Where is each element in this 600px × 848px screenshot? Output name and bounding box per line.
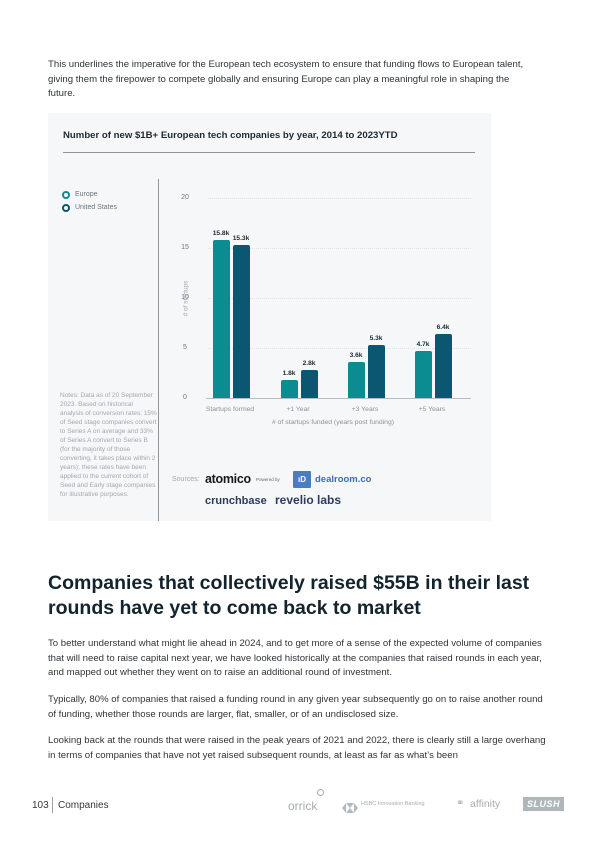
bar-value-label: 3.6k <box>349 352 363 359</box>
dealroom-icon: ıD <box>293 471 311 488</box>
powered-by-text: Powered by <box>256 477 280 482</box>
affinity-icon: ⚭ <box>456 798 465 809</box>
bar-europe-startups-formed <box>213 240 230 398</box>
gridline <box>208 348 471 349</box>
y-tick: 0 <box>183 394 187 401</box>
dealroom-logo: dealroom.co <box>315 474 372 485</box>
gridline <box>208 248 471 249</box>
bar-value-label: 2.8k <box>302 360 316 367</box>
chart-legend: Europe United States <box>62 188 117 214</box>
bar-value-label: 1.8k <box>282 370 296 377</box>
hsbc-logo: HSBC Innovation Banking <box>361 801 425 807</box>
bar-value-label: 6.4k <box>436 324 450 331</box>
intro-paragraph: This underlines the imperative for the E… <box>48 59 524 100</box>
bar-europe-5-years <box>415 351 432 398</box>
x-axis-baseline <box>206 398 471 399</box>
x-tick: +1 Year <box>286 406 310 413</box>
bar-value-label: 5.3k <box>369 335 383 342</box>
vertical-divider <box>158 179 159 521</box>
footer-separator <box>52 797 53 813</box>
hsbc-hexagon-icon <box>342 800 358 813</box>
y-tick: 20 <box>181 194 189 201</box>
bar-us-5-years <box>435 334 452 398</box>
footer-section-name: Companies <box>58 800 109 811</box>
body-paragraph: To better understand what might lie ahea… <box>48 638 542 679</box>
bar-us-startups-formed <box>233 245 250 398</box>
revelio-labs-logo: revelio labs <box>275 493 342 507</box>
legend-marker-icon <box>62 203 70 212</box>
x-axis-label: # of startups funded (years post funding… <box>271 419 395 426</box>
atomico-logo: atomico <box>205 472 251 486</box>
crunchbase-logo: crunchbase <box>205 495 267 507</box>
x-tick: Startups formed <box>205 406 255 413</box>
orrick-logo: orrick <box>288 799 318 813</box>
bar-us-3-years <box>368 345 385 398</box>
y-tick: 15 <box>181 244 189 251</box>
bar-europe-1-year <box>281 380 298 398</box>
bar-value-label: 15.8k <box>212 230 230 237</box>
page-number: 103 <box>32 800 49 811</box>
x-tick: +3 Years <box>351 406 379 413</box>
body-paragraph: Looking back at the rounds that were rai… <box>48 735 546 761</box>
legend-label: United States <box>75 204 118 211</box>
affinity-logo: affinity <box>470 798 501 810</box>
gridline <box>208 298 471 299</box>
y-axis-label: # of startups <box>182 280 190 317</box>
bar-chart: 20 15 10 5 0 # of startups 15.8k 15.3k 1… <box>158 179 491 479</box>
bar-value-label: 4.7k <box>416 341 430 348</box>
title-divider <box>63 152 475 153</box>
legend-item-united-states: United States <box>62 201 117 214</box>
bar-us-1-year <box>301 370 318 398</box>
chart-panel: Number of new $1B+ European tech compani… <box>48 113 491 521</box>
legend-label: Europe <box>75 191 98 198</box>
bar-europe-3-years <box>348 362 365 398</box>
orrick-circle-icon <box>317 789 324 796</box>
x-tick: +5 Years <box>418 406 446 413</box>
legend-item-europe: Europe <box>62 188 117 201</box>
y-tick: 10 <box>181 294 189 301</box>
y-tick: 5 <box>183 344 187 351</box>
section-heading: Companies that collectively raised $55B … <box>48 572 530 619</box>
sources-label: Sources: <box>172 476 200 483</box>
chart-notes: Notes: Data as of 20 September 2023. Bas… <box>60 392 157 498</box>
body-paragraph: Typically, 80% of companies that raised … <box>48 694 543 720</box>
slush-logo: SLUSH <box>523 797 564 811</box>
gridline <box>208 198 471 199</box>
chart-title: Number of new $1B+ European tech compani… <box>63 130 398 141</box>
bar-value-label: 15.3k <box>232 235 250 242</box>
legend-marker-icon <box>62 190 70 199</box>
